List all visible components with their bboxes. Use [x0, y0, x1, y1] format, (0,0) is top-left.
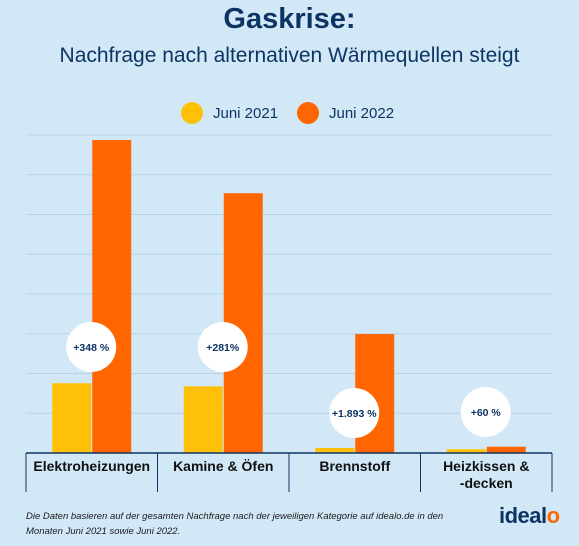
bar-2021-1: [183, 386, 223, 453]
bar-2022-1: [223, 193, 263, 453]
category-label: Elektroheizungen: [33, 458, 150, 474]
annotation-circle: [329, 388, 380, 438]
bar-2021-0: [52, 383, 92, 453]
bar-2021-2: [315, 447, 355, 453]
annotation-circle: [460, 387, 511, 437]
chart-subtitle: Nachfrage nach alternativen Wärmequellen…: [59, 44, 520, 67]
annotation-label: +281%: [206, 342, 240, 354]
category-label: Heizkissen & -decken: [443, 458, 529, 491]
bar-2022-3: [486, 446, 526, 453]
annotation-label: +348 %: [73, 342, 110, 354]
bar-chart: Elektroheizungen Kamine & Öfen Brennstoff H…: [25, 134, 553, 492]
legend-label-2021: Juni 2021: [213, 104, 279, 122]
legend-item-2022: Juni 2022: [297, 101, 394, 125]
bar-2022-0: [92, 140, 132, 453]
bar-2021-3: [446, 449, 486, 453]
legend-swatch-2021: [181, 102, 203, 124]
footnote: Die Daten basieren auf der gesamten Nach…: [26, 511, 444, 537]
legend-swatch-2022: [297, 102, 319, 124]
chart-title: Gaskrise:: [223, 3, 356, 35]
annotation-circle: [66, 322, 117, 372]
legend-item-2021: Juni 2021: [181, 101, 278, 125]
annotation-label: +60 %: [471, 407, 502, 419]
annotation-label: +1.893 %: [332, 408, 377, 420]
category-label: Brennstoff: [319, 458, 390, 474]
annotation-circle: [197, 322, 248, 372]
idealo-logo: idealo: [499, 503, 560, 528]
category-label: Kamine & Öfen: [173, 458, 273, 474]
legend-label-2022: Juni 2022: [329, 104, 395, 122]
